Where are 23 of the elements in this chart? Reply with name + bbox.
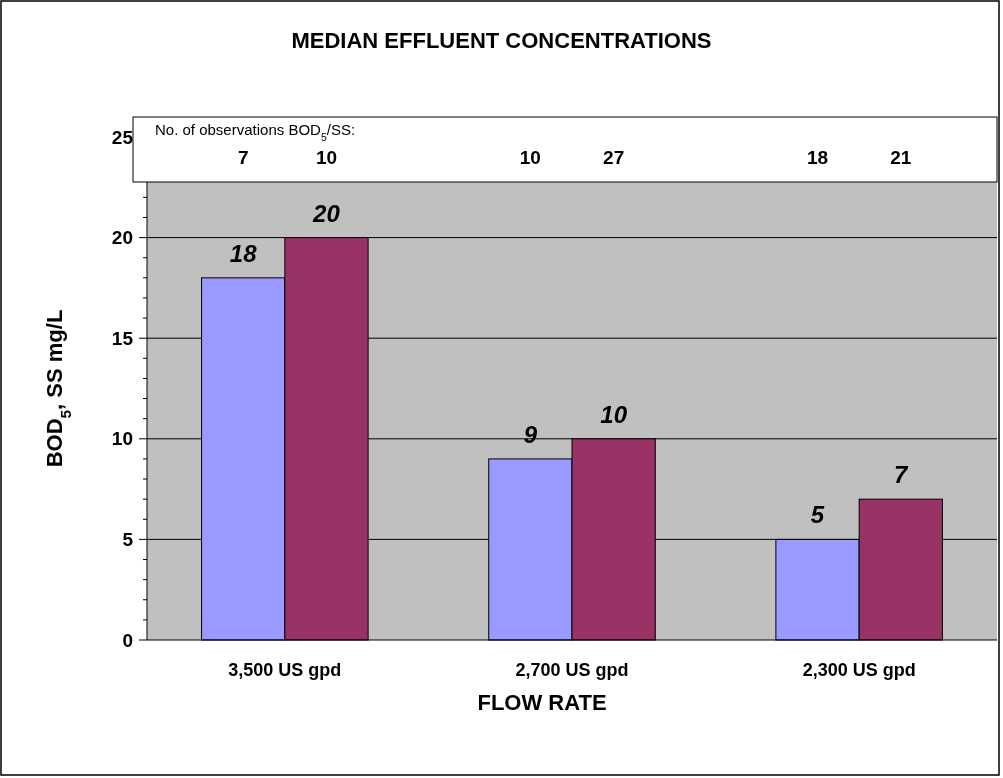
data-label: 20 [312,199,341,227]
annotation: 27 [603,147,625,168]
y-tick-label: 10 [111,428,133,450]
y-tick-label: 15 [111,327,134,349]
annotation: 21 [890,147,912,168]
data-label: 5 [810,501,825,529]
x-axis-title: FLOW RATE [477,690,607,715]
annotation: 7 [237,147,249,168]
annotation: 10 [519,147,541,168]
y-tick-label: 0 [122,629,133,651]
x-tick-label: 2,700 US gpd [515,660,629,680]
chart-title: MEDIAN EFFLUENT CONCENTRATIONS [291,28,712,53]
annotation: 18 [806,147,829,168]
x-tick-label: 3,500 US gpd [228,660,342,680]
data-label: 7 [894,461,910,489]
x-tick-label: 2,300 US gpd [802,660,916,680]
data-label: 10 [600,400,628,428]
data-label: 18 [229,239,258,267]
annotation: 10 [315,147,338,168]
y-tick-label: 5 [122,529,134,551]
annotation: No. of observations BOD$_{5}$/SS: [155,121,356,143]
y-tick-label: 25 [111,126,134,148]
y-tick-label: 20 [111,227,133,249]
